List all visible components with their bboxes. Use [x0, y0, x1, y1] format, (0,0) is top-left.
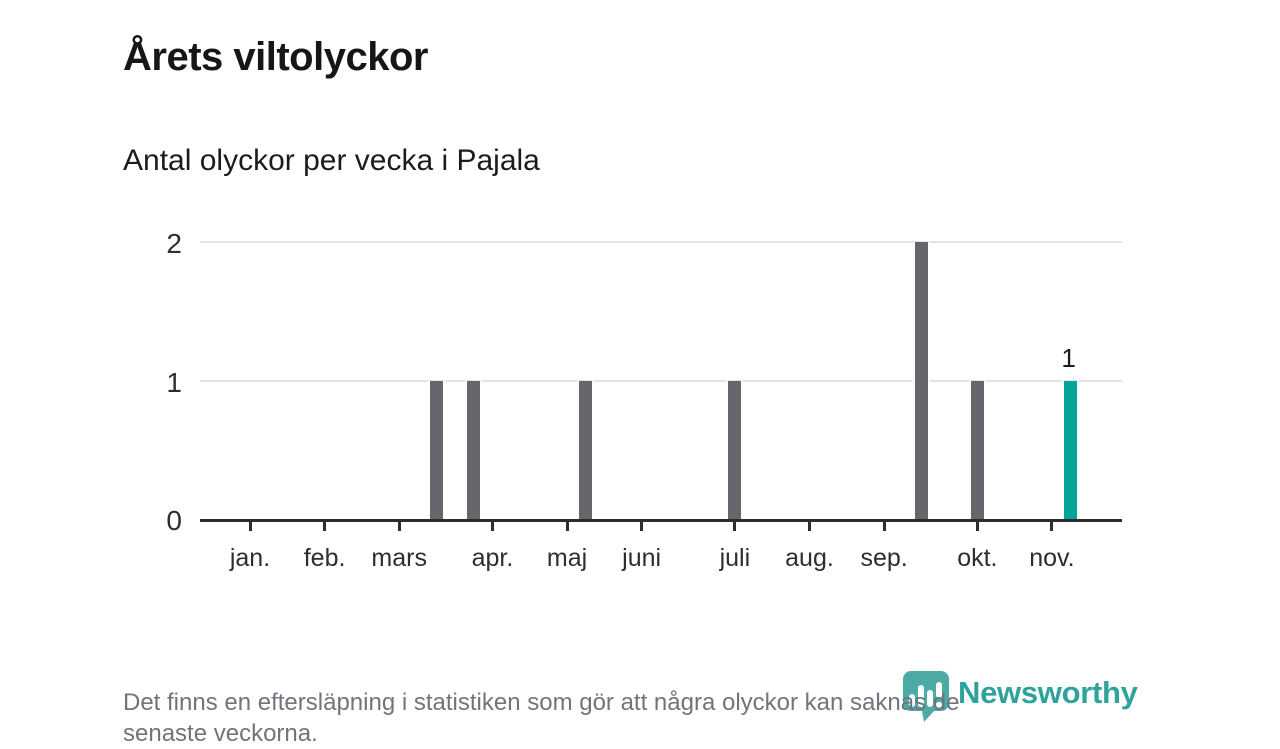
chart-title: Årets viltolyckor	[123, 34, 428, 79]
bar-highlight-week-46	[1062, 380, 1080, 519]
gridline-y-2	[200, 241, 1122, 243]
x-axis-label-okt: okt.	[957, 544, 998, 572]
y-axis-label-2: 2	[166, 228, 182, 259]
bar-chart: 0 1 2 jan. feb. mars apr. maj juni juli aug. sep. ok…	[166, 228, 1122, 572]
newsworthy-logo: Newsworthy	[901, 668, 1153, 722]
gridline-y-1	[200, 379, 1122, 382]
x-axis-tick-juni	[640, 522, 644, 531]
chart-footnote: Det finns en eftersläpning i statistiken…	[123, 687, 959, 749]
x-axis-tick-okt	[975, 522, 979, 531]
x-axis-label-apr: apr.	[471, 544, 514, 572]
x-axis-tick-aug	[808, 522, 811, 531]
x-axis-tick-maj	[565, 522, 569, 531]
x-axis-tick-feb	[323, 522, 327, 531]
x-axis-label-sep: sep.	[860, 544, 908, 572]
x-axis-tick-sep	[882, 522, 886, 531]
x-axis-label-aug: aug.	[785, 544, 834, 572]
footnote-line-2: senaste veckorna.	[123, 720, 318, 747]
bar-week-20	[577, 380, 595, 519]
x-axis-label-juli: juli	[719, 544, 751, 572]
x-axis-label-nov: nov.	[1029, 544, 1075, 572]
x-axis-label-maj: maj	[546, 544, 588, 572]
newsworthy-speech-bubble-barchart-icon	[903, 671, 949, 722]
x-axis-label-mars: mars	[371, 544, 427, 572]
bar-week-38	[912, 242, 930, 519]
bar-week-14	[465, 380, 483, 519]
x-axis-tick-nov	[1050, 522, 1054, 531]
bar-week-41	[968, 380, 986, 519]
x-axis-tick-mars	[397, 522, 401, 531]
y-axis-label-0: 0	[166, 505, 182, 536]
newsworthy-wordmark: Newsworthy	[958, 675, 1138, 710]
x-axis-label-jan: jan.	[229, 544, 271, 572]
footnote-line-1: Det finns en eftersläpning i statistiken…	[123, 689, 960, 716]
bar-week-12	[428, 380, 445, 519]
x-axis-tick-apr	[490, 522, 494, 531]
x-axis-tick-jan	[248, 522, 252, 531]
x-axis-tick-juli	[733, 522, 737, 531]
y-axis-label-1: 1	[166, 366, 182, 398]
bar-value-label-week-46: 1	[1061, 342, 1076, 373]
bar-week-28	[726, 380, 744, 519]
chart-subtitle: Antal olyckor per vecka i Pajala	[123, 143, 540, 177]
x-axis-line	[200, 519, 1122, 522]
x-axis-label-juni: juni	[622, 544, 662, 572]
x-axis-label-feb: feb.	[303, 544, 346, 572]
